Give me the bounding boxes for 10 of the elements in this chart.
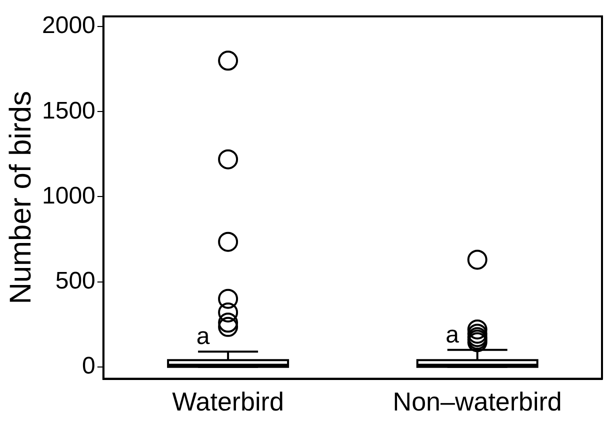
y-axis-title: Number of birds — [4, 90, 38, 304]
y-tick-label: 0 — [82, 352, 96, 380]
x-tick-label: Non–waterbird — [392, 386, 562, 417]
x-tick-label: Waterbird — [172, 386, 284, 417]
annotation: a — [446, 322, 460, 348]
y-tick-label: 1500 — [42, 97, 96, 124]
y-tick-label: 2000 — [42, 12, 96, 40]
annotation: a — [196, 323, 210, 350]
y-tick-label: 1000 — [42, 182, 96, 210]
y-tick-label: 500 — [55, 267, 96, 294]
